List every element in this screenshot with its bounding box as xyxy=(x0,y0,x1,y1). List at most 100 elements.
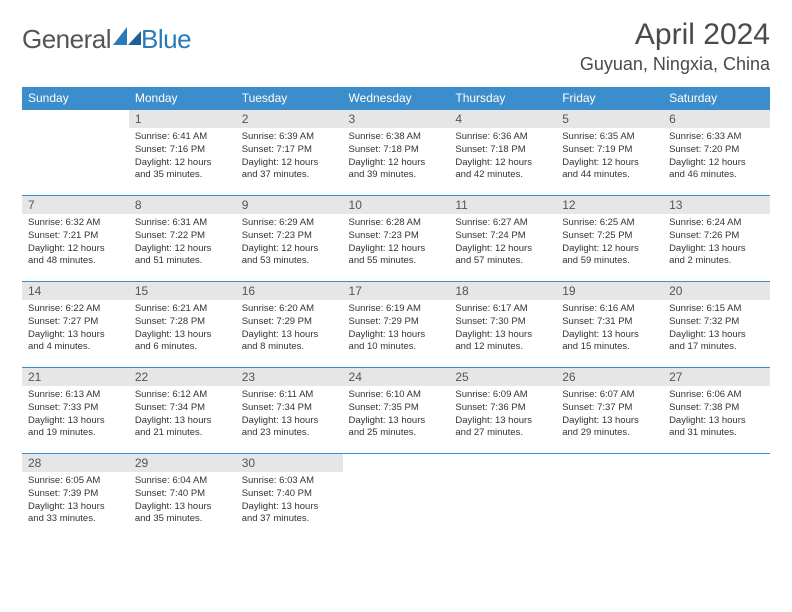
calendar-week-row: 21Sunrise: 6:13 AMSunset: 7:33 PMDayligh… xyxy=(22,368,770,454)
calendar-day-cell xyxy=(343,454,450,540)
day-number: 30 xyxy=(236,454,343,472)
day-content: Sunrise: 6:28 AMSunset: 7:23 PMDaylight:… xyxy=(343,214,450,272)
weekday-header: Thursday xyxy=(449,87,556,110)
calendar-day-cell: 5Sunrise: 6:35 AMSunset: 7:19 PMDaylight… xyxy=(556,110,663,196)
day-number: 7 xyxy=(22,196,129,214)
daylight-text: Daylight: 13 hours and 27 minutes. xyxy=(455,415,550,441)
sunrise-text: Sunrise: 6:12 AM xyxy=(135,389,230,402)
sunset-text: Sunset: 7:28 PM xyxy=(135,316,230,329)
day-content: Sunrise: 6:27 AMSunset: 7:24 PMDaylight:… xyxy=(449,214,556,272)
sunrise-text: Sunrise: 6:19 AM xyxy=(349,303,444,316)
calendar-day-cell: 18Sunrise: 6:17 AMSunset: 7:30 PMDayligh… xyxy=(449,282,556,368)
sunset-text: Sunset: 7:21 PM xyxy=(28,230,123,243)
sunset-text: Sunset: 7:16 PM xyxy=(135,144,230,157)
day-number: 18 xyxy=(449,282,556,300)
day-content: Sunrise: 6:31 AMSunset: 7:22 PMDaylight:… xyxy=(129,214,236,272)
sunrise-text: Sunrise: 6:09 AM xyxy=(455,389,550,402)
day-content: Sunrise: 6:19 AMSunset: 7:29 PMDaylight:… xyxy=(343,300,450,358)
calendar-day-cell: 15Sunrise: 6:21 AMSunset: 7:28 PMDayligh… xyxy=(129,282,236,368)
day-content: Sunrise: 6:39 AMSunset: 7:17 PMDaylight:… xyxy=(236,128,343,186)
daylight-text: Daylight: 13 hours and 10 minutes. xyxy=(349,329,444,355)
calendar-day-cell: 13Sunrise: 6:24 AMSunset: 7:26 PMDayligh… xyxy=(663,196,770,282)
sunset-text: Sunset: 7:27 PM xyxy=(28,316,123,329)
sunrise-text: Sunrise: 6:16 AM xyxy=(562,303,657,316)
sunrise-text: Sunrise: 6:29 AM xyxy=(242,217,337,230)
calendar-day-cell: 11Sunrise: 6:27 AMSunset: 7:24 PMDayligh… xyxy=(449,196,556,282)
calendar-day-cell: 25Sunrise: 6:09 AMSunset: 7:36 PMDayligh… xyxy=(449,368,556,454)
daylight-text: Daylight: 12 hours and 51 minutes. xyxy=(135,243,230,269)
day-content: Sunrise: 6:07 AMSunset: 7:37 PMDaylight:… xyxy=(556,386,663,444)
weekday-header-row: SundayMondayTuesdayWednesdayThursdayFrid… xyxy=(22,87,770,110)
calendar-day-cell: 24Sunrise: 6:10 AMSunset: 7:35 PMDayligh… xyxy=(343,368,450,454)
sunset-text: Sunset: 7:35 PM xyxy=(349,402,444,415)
sunrise-text: Sunrise: 6:04 AM xyxy=(135,475,230,488)
weekday-header: Wednesday xyxy=(343,87,450,110)
weekday-header: Monday xyxy=(129,87,236,110)
calendar-day-cell: 16Sunrise: 6:20 AMSunset: 7:29 PMDayligh… xyxy=(236,282,343,368)
day-content: Sunrise: 6:32 AMSunset: 7:21 PMDaylight:… xyxy=(22,214,129,272)
day-content: Sunrise: 6:36 AMSunset: 7:18 PMDaylight:… xyxy=(449,128,556,186)
sunset-text: Sunset: 7:22 PM xyxy=(135,230,230,243)
daylight-text: Daylight: 13 hours and 29 minutes. xyxy=(562,415,657,441)
day-content: Sunrise: 6:35 AMSunset: 7:19 PMDaylight:… xyxy=(556,128,663,186)
calendar-week-row: 7Sunrise: 6:32 AMSunset: 7:21 PMDaylight… xyxy=(22,196,770,282)
day-number: 23 xyxy=(236,368,343,386)
sail-icon xyxy=(113,27,141,45)
sunset-text: Sunset: 7:26 PM xyxy=(669,230,764,243)
day-content: Sunrise: 6:24 AMSunset: 7:26 PMDaylight:… xyxy=(663,214,770,272)
day-content: Sunrise: 6:13 AMSunset: 7:33 PMDaylight:… xyxy=(22,386,129,444)
logo-text-blue: Blue xyxy=(141,24,191,55)
calendar-day-cell xyxy=(22,110,129,196)
daylight-text: Daylight: 13 hours and 4 minutes. xyxy=(28,329,123,355)
daylight-text: Daylight: 13 hours and 6 minutes. xyxy=(135,329,230,355)
sunset-text: Sunset: 7:18 PM xyxy=(455,144,550,157)
sunrise-text: Sunrise: 6:15 AM xyxy=(669,303,764,316)
sunset-text: Sunset: 7:23 PM xyxy=(349,230,444,243)
sunrise-text: Sunrise: 6:36 AM xyxy=(455,131,550,144)
day-number: 27 xyxy=(663,368,770,386)
day-number: 4 xyxy=(449,110,556,128)
calendar-day-cell: 1Sunrise: 6:41 AMSunset: 7:16 PMDaylight… xyxy=(129,110,236,196)
day-content: Sunrise: 6:20 AMSunset: 7:29 PMDaylight:… xyxy=(236,300,343,358)
day-number: 8 xyxy=(129,196,236,214)
sunrise-text: Sunrise: 6:11 AM xyxy=(242,389,337,402)
month-title: April 2024 xyxy=(580,18,770,52)
day-content: Sunrise: 6:38 AMSunset: 7:18 PMDaylight:… xyxy=(343,128,450,186)
sunset-text: Sunset: 7:23 PM xyxy=(242,230,337,243)
calendar-day-cell: 12Sunrise: 6:25 AMSunset: 7:25 PMDayligh… xyxy=(556,196,663,282)
sunset-text: Sunset: 7:29 PM xyxy=(349,316,444,329)
day-content: Sunrise: 6:15 AMSunset: 7:32 PMDaylight:… xyxy=(663,300,770,358)
day-number: 25 xyxy=(449,368,556,386)
day-content: Sunrise: 6:17 AMSunset: 7:30 PMDaylight:… xyxy=(449,300,556,358)
daylight-text: Daylight: 12 hours and 37 minutes. xyxy=(242,157,337,183)
sunset-text: Sunset: 7:39 PM xyxy=(28,488,123,501)
daylight-text: Daylight: 13 hours and 8 minutes. xyxy=(242,329,337,355)
day-content: Sunrise: 6:22 AMSunset: 7:27 PMDaylight:… xyxy=(22,300,129,358)
sunset-text: Sunset: 7:20 PM xyxy=(669,144,764,157)
daylight-text: Daylight: 13 hours and 2 minutes. xyxy=(669,243,764,269)
calendar-day-cell: 28Sunrise: 6:05 AMSunset: 7:39 PMDayligh… xyxy=(22,454,129,540)
day-number: 24 xyxy=(343,368,450,386)
logo-text-general: General xyxy=(22,24,111,55)
day-number: 19 xyxy=(556,282,663,300)
calendar-day-cell: 3Sunrise: 6:38 AMSunset: 7:18 PMDaylight… xyxy=(343,110,450,196)
calendar-day-cell: 6Sunrise: 6:33 AMSunset: 7:20 PMDaylight… xyxy=(663,110,770,196)
daylight-text: Daylight: 13 hours and 35 minutes. xyxy=(135,501,230,527)
sunrise-text: Sunrise: 6:32 AM xyxy=(28,217,123,230)
sunset-text: Sunset: 7:34 PM xyxy=(242,402,337,415)
day-number: 28 xyxy=(22,454,129,472)
day-number: 17 xyxy=(343,282,450,300)
weekday-header: Saturday xyxy=(663,87,770,110)
day-content: Sunrise: 6:41 AMSunset: 7:16 PMDaylight:… xyxy=(129,128,236,186)
daylight-text: Daylight: 13 hours and 21 minutes. xyxy=(135,415,230,441)
day-number: 16 xyxy=(236,282,343,300)
day-number: 2 xyxy=(236,110,343,128)
sunset-text: Sunset: 7:18 PM xyxy=(349,144,444,157)
daylight-text: Daylight: 13 hours and 19 minutes. xyxy=(28,415,123,441)
daylight-text: Daylight: 13 hours and 17 minutes. xyxy=(669,329,764,355)
daylight-text: Daylight: 13 hours and 23 minutes. xyxy=(242,415,337,441)
sunrise-text: Sunrise: 6:38 AM xyxy=(349,131,444,144)
sunset-text: Sunset: 7:19 PM xyxy=(562,144,657,157)
day-content: Sunrise: 6:03 AMSunset: 7:40 PMDaylight:… xyxy=(236,472,343,530)
sunrise-text: Sunrise: 6:20 AM xyxy=(242,303,337,316)
